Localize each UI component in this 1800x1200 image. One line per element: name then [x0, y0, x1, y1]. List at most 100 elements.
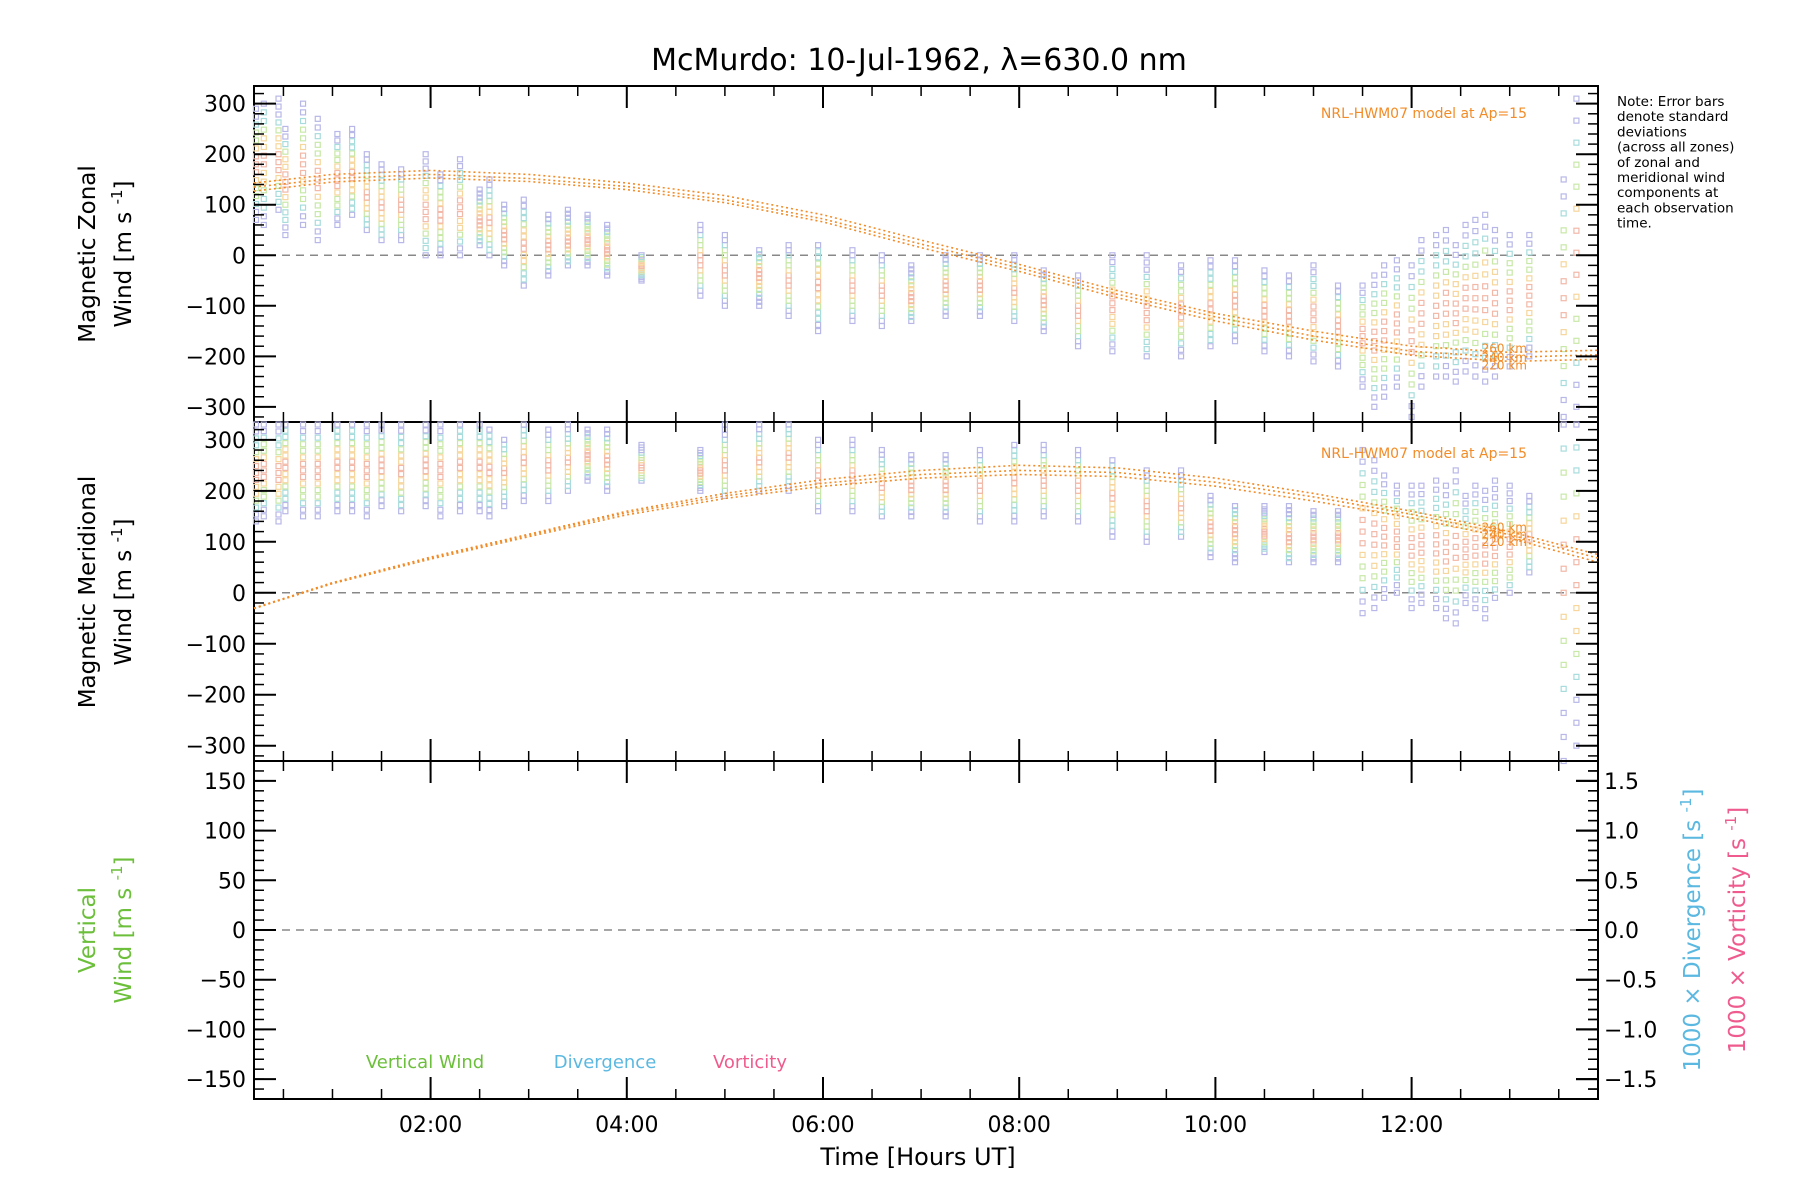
- obs-marker: [1442, 577, 1450, 584]
- obs-marker: [1491, 373, 1499, 380]
- x-tick-label: 08:00: [987, 1113, 1050, 1138]
- obs-marker: [1310, 555, 1317, 562]
- obs-marker: [476, 230, 483, 237]
- obs-marker: [1040, 284, 1047, 291]
- obs-marker: [814, 508, 822, 515]
- obs-marker: [422, 201, 429, 208]
- obs-marker: [942, 286, 949, 294]
- y2-tick-label: 0.5: [1604, 869, 1639, 894]
- obs-marker: [1334, 340, 1342, 347]
- obs-marker: [1462, 576, 1469, 584]
- obs-marker: [349, 427, 356, 434]
- vertical-y-title-line2: Wind [m s: [111, 880, 137, 1003]
- obs-marker: [334, 495, 341, 502]
- obs-marker: [1040, 457, 1047, 464]
- obs-marker: [1393, 374, 1400, 381]
- obs-marker: [314, 428, 321, 435]
- obs-marker: [942, 508, 949, 516]
- obs-marker: [1482, 515, 1489, 522]
- obs-marker: [976, 304, 984, 311]
- obs-marker: [1334, 357, 1342, 364]
- obs-marker: [363, 506, 370, 513]
- obs-marker: [908, 294, 915, 301]
- obs-marker: [363, 441, 370, 448]
- obs-marker: [1462, 531, 1469, 538]
- obs-marker: [1433, 532, 1440, 539]
- obs-marker: [456, 204, 464, 211]
- obs-marker: [1207, 257, 1214, 264]
- obs-marker: [1482, 307, 1489, 314]
- obs-marker: [756, 290, 763, 297]
- obs-marker: [476, 222, 483, 229]
- obs-marker: [849, 257, 856, 264]
- obs-marker: [1334, 351, 1342, 358]
- y-tick-label: 0: [232, 919, 246, 944]
- obs-marker: [545, 472, 552, 479]
- obs-marker: [398, 237, 405, 244]
- obs-marker: [299, 486, 307, 494]
- obs-marker: [1143, 302, 1150, 309]
- obs-marker: [697, 257, 704, 264]
- obs-marker: [299, 117, 307, 125]
- obs-marker: [1452, 478, 1459, 485]
- obs-marker: [1573, 95, 1580, 102]
- obs-marker: [785, 242, 792, 249]
- obs-marker: [1472, 216, 1479, 223]
- obs-marker: [1393, 574, 1400, 581]
- obs-marker: [1359, 325, 1366, 332]
- obs-marker: [1231, 297, 1239, 304]
- obs-marker: [486, 208, 493, 216]
- obs-marker: [1560, 413, 1567, 421]
- y-tick-label: −300: [186, 735, 246, 760]
- obs-marker: [1526, 525, 1533, 532]
- obs-marker: [1074, 503, 1082, 510]
- obs-marker: [1359, 493, 1366, 500]
- obs-marker: [1472, 570, 1479, 577]
- obs-marker: [942, 469, 949, 476]
- obs-marker: [520, 257, 527, 265]
- obs-marker: [1231, 531, 1239, 538]
- obs-marker: [1418, 257, 1425, 265]
- obs-marker: [282, 148, 289, 155]
- obs-marker: [260, 480, 267, 487]
- obs-marker: [1452, 598, 1459, 605]
- obs-marker: [1491, 342, 1499, 349]
- obs-marker: [1177, 268, 1185, 275]
- x-tick-label: 12:00: [1380, 1113, 1443, 1138]
- obs-marker: [604, 487, 611, 494]
- obs-marker: [260, 513, 267, 520]
- obs-marker: [456, 183, 464, 190]
- obs-marker: [1433, 604, 1440, 612]
- obs-marker: [1418, 352, 1425, 359]
- obs-marker: [721, 436, 728, 443]
- obs-marker: [486, 482, 493, 489]
- obs-marker: [1285, 335, 1293, 343]
- obs-marker: [1418, 278, 1425, 286]
- obs-marker: [1506, 482, 1513, 489]
- obs-marker: [501, 236, 508, 243]
- obs-marker: [422, 473, 429, 481]
- obs-marker: [1207, 532, 1214, 539]
- obs-marker: [334, 440, 341, 447]
- obs-marker: [334, 427, 341, 434]
- obs-marker: [1285, 295, 1293, 302]
- obs-marker: [520, 497, 527, 505]
- obs-marker: [1231, 303, 1239, 310]
- obs-marker: [378, 456, 385, 463]
- obs-marker: [282, 433, 289, 441]
- obs-marker: [520, 264, 527, 271]
- obs-marker: [1109, 307, 1116, 314]
- obs-marker: [756, 294, 763, 301]
- obs-marker: [1231, 535, 1239, 542]
- obs-marker: [584, 430, 591, 437]
- obs-marker: [1482, 295, 1489, 302]
- obs-marker: [1482, 542, 1489, 549]
- note-line: (across all zones): [1617, 140, 1734, 156]
- obs-marker: [398, 206, 405, 213]
- obs-marker: [1462, 284, 1469, 291]
- obs-marker: [1573, 359, 1580, 366]
- obs-marker: [721, 477, 728, 484]
